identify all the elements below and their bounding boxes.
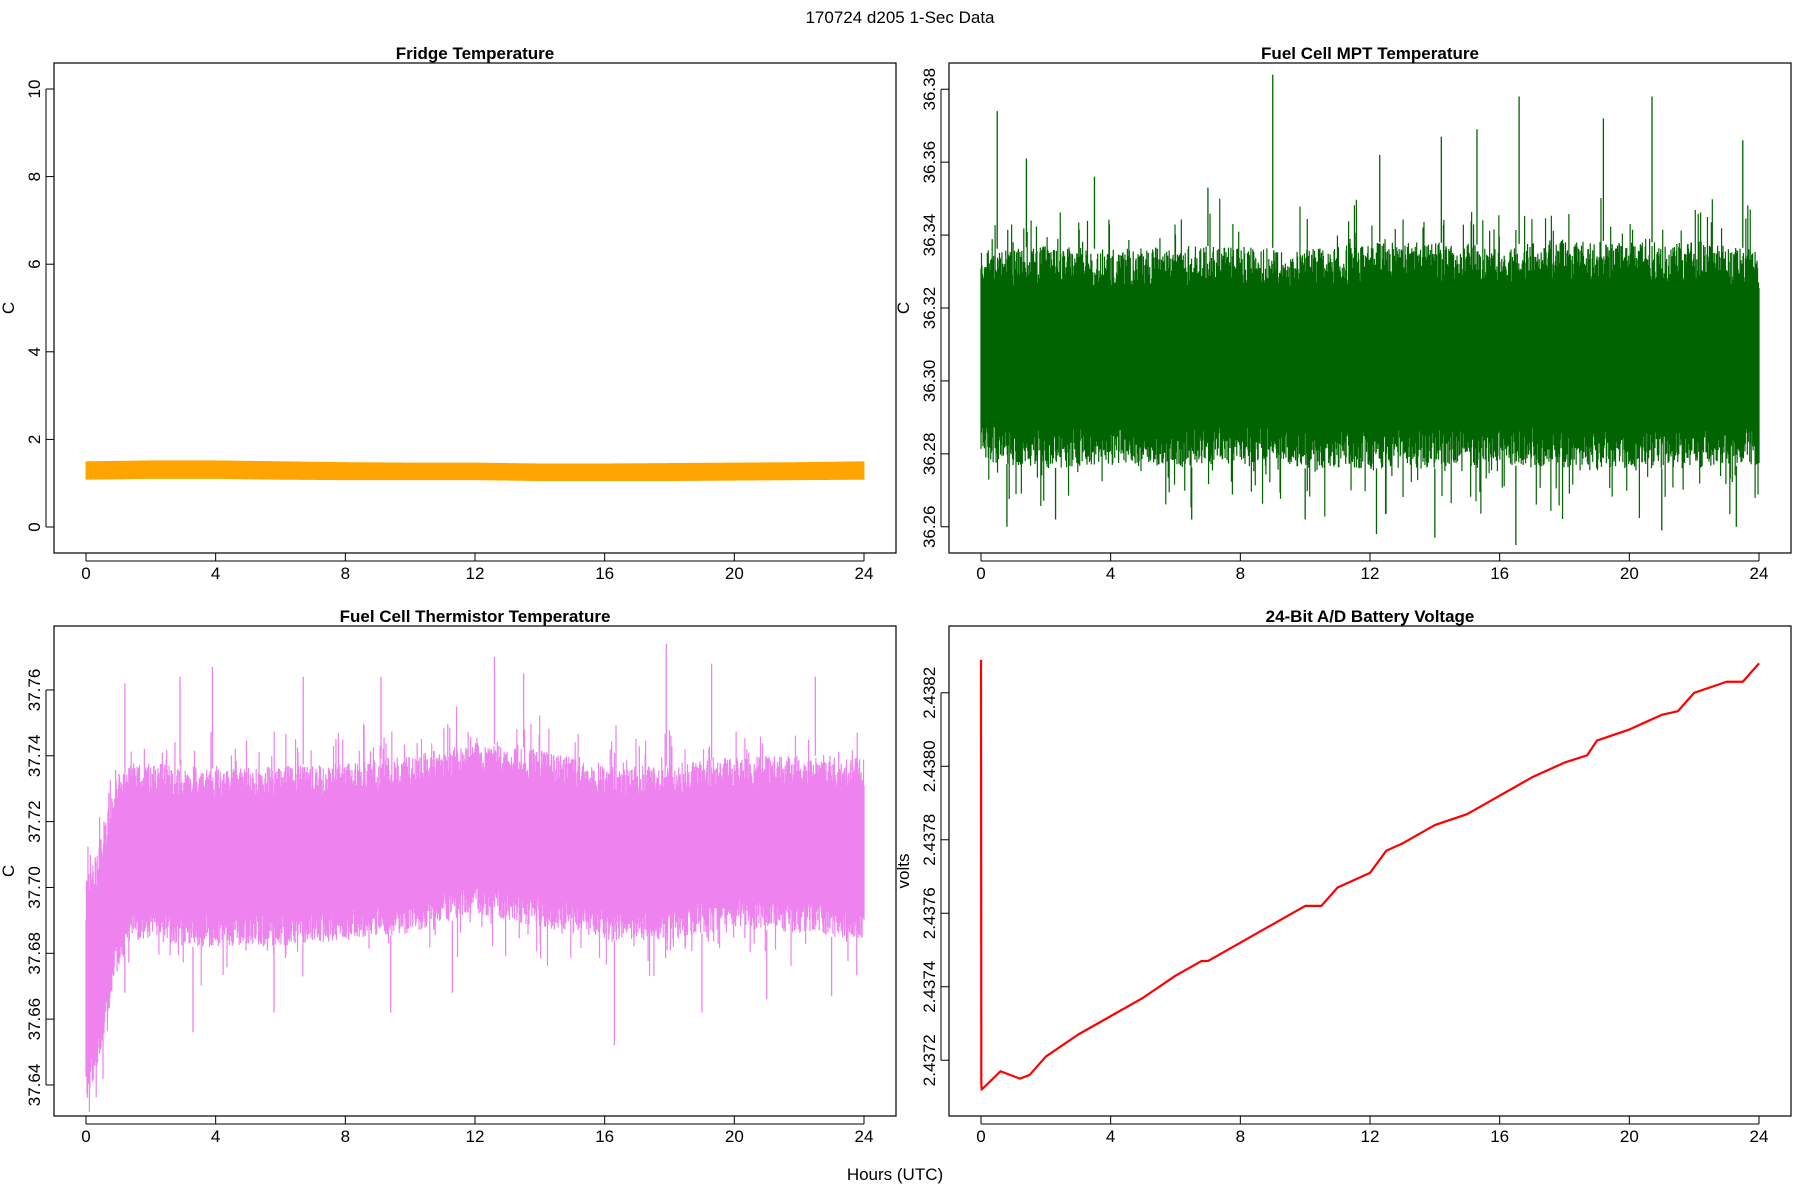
x-tick-label: 24 xyxy=(1750,564,1769,583)
x-tick-label: 4 xyxy=(211,1127,220,1146)
series-line xyxy=(979,659,1760,1091)
y-tick-label: 37.72 xyxy=(25,800,44,843)
x-tick-label: 24 xyxy=(855,564,874,583)
panel-title: 24-Bit A/D Battery Voltage xyxy=(1266,607,1475,626)
x-tick-label: 24 xyxy=(1750,1127,1769,1146)
panel-title: Fridge Temperature xyxy=(396,44,554,63)
y-axis-label: C xyxy=(894,302,913,314)
x-tick-label: 16 xyxy=(595,564,614,583)
x-tick-label: 12 xyxy=(466,1127,485,1146)
series-band xyxy=(85,460,865,482)
x-tick-label: 4 xyxy=(211,564,220,583)
y-tick-label: 37.76 xyxy=(25,669,44,712)
x-tick-label: 12 xyxy=(1361,564,1380,583)
y-tick-label: 36.32 xyxy=(920,287,939,330)
chart-panel-2: Fuel Cell MPT Temperature 0 4 8 12 16 20 24 36.2… xyxy=(894,44,1792,583)
x-tick-label: 20 xyxy=(1620,564,1639,583)
y-tick-label: 0 xyxy=(25,522,44,531)
x-tick-label: 20 xyxy=(725,564,744,583)
x-tick-label: 0 xyxy=(976,1127,985,1146)
figure-title: 170724 d205 1-Sec Data xyxy=(805,8,995,27)
x-tick-label: 0 xyxy=(976,564,985,583)
panel-title: Fuel Cell MPT Temperature xyxy=(1261,44,1479,63)
x-tick-label: 20 xyxy=(725,1127,744,1146)
x-tick-label: 8 xyxy=(341,564,350,583)
y-tick-label: 36.36 xyxy=(920,141,939,184)
y-tick-label: 36.34 xyxy=(920,214,939,257)
x-tick-label: 4 xyxy=(1106,564,1115,583)
x-tick-label: 24 xyxy=(855,1127,874,1146)
y-tick-label: 10 xyxy=(25,80,44,99)
y-axis-label: C xyxy=(0,865,18,877)
chart-panel-4: 24-Bit A/D Battery Voltage 0 4 8 12 16 20 24 2.4… xyxy=(894,607,1792,1146)
y-tick-label: 2.4382 xyxy=(920,667,939,719)
panel-title: Fuel Cell Thermistor Temperature xyxy=(340,607,611,626)
y-tick-label: 36.30 xyxy=(920,360,939,403)
y-tick-label: 37.68 xyxy=(25,932,44,975)
series-band xyxy=(980,198,1760,520)
y-tick-label: 2.4380 xyxy=(920,740,939,792)
y-axis-label: C xyxy=(0,302,18,314)
y-tick-label: 6 xyxy=(25,259,44,268)
data-layer xyxy=(85,643,865,1113)
y-tick-label: 37.64 xyxy=(25,1064,44,1107)
y-tick-label: 37.70 xyxy=(25,866,44,909)
y-axis-label: volts xyxy=(894,854,913,889)
x-tick-label: 4 xyxy=(1106,1127,1115,1146)
x-tick-label: 12 xyxy=(1361,1127,1380,1146)
x-tick-label: 0 xyxy=(81,564,90,583)
y-tick-label: 36.26 xyxy=(920,505,939,548)
data-layer xyxy=(85,460,865,482)
y-tick-label: 4 xyxy=(25,347,44,356)
y-tick-label: 2.4378 xyxy=(920,814,939,866)
x-tick-label: 0 xyxy=(81,1127,90,1146)
y-tick-label: 2.4372 xyxy=(920,1034,939,1086)
x-tick-label: 8 xyxy=(1236,1127,1245,1146)
x-tick-label: 16 xyxy=(595,1127,614,1146)
x-axis-label: Hours (UTC) xyxy=(847,1165,943,1184)
x-tick-label: 20 xyxy=(1620,1127,1639,1146)
x-tick-label: 12 xyxy=(466,564,485,583)
y-tick-label: 37.74 xyxy=(25,735,44,778)
x-tick-label: 8 xyxy=(341,1127,350,1146)
chart-panel-3: Fuel Cell Thermistor Temperature 0 4 8 12 16 2… xyxy=(0,607,897,1146)
y-tick-label: 36.28 xyxy=(920,433,939,476)
x-tick-label: 8 xyxy=(1236,564,1245,583)
y-tick-label: 2.4374 xyxy=(920,961,939,1013)
y-tick-label: 2.4376 xyxy=(920,887,939,939)
y-tick-label: 2 xyxy=(25,435,44,444)
y-tick-label: 36.38 xyxy=(920,68,939,111)
data-layer xyxy=(980,74,1760,545)
y-tick-label: 8 xyxy=(25,172,44,181)
data-layer xyxy=(979,659,1760,1091)
x-tick-label: 16 xyxy=(1490,564,1509,583)
series-band xyxy=(85,706,865,1113)
x-tick-label: 16 xyxy=(1490,1127,1509,1146)
y-tick-label: 37.66 xyxy=(25,998,44,1041)
